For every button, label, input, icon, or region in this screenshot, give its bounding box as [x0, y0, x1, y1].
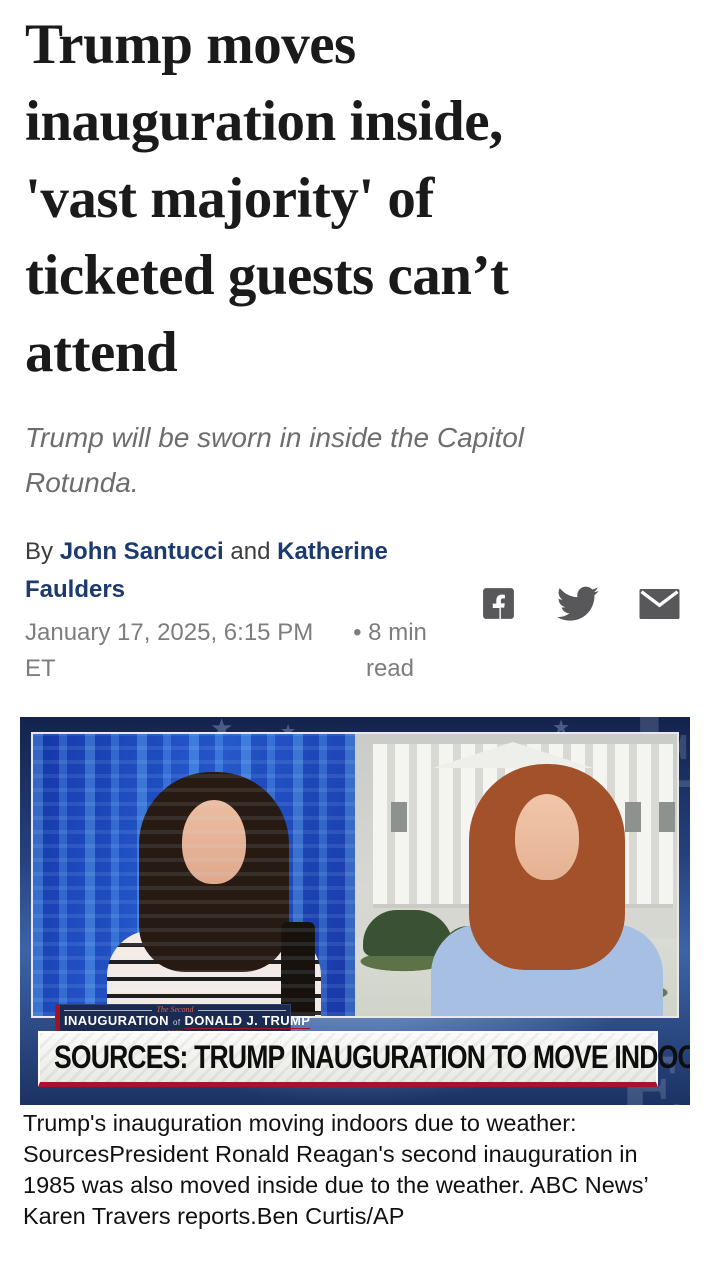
window — [625, 802, 641, 832]
anchor-face — [182, 800, 246, 884]
publish-date: January 17, 2025, 6:15 PM ET — [25, 619, 314, 682]
author-link-john-santucci[interactable]: John Santucci — [59, 538, 224, 565]
video-caption: Trump's inauguration moving indoors due … — [23, 1110, 648, 1229]
banner-title-left: INAUGURATION — [64, 1013, 169, 1028]
anchor-hair — [139, 772, 289, 972]
video-thumbnail[interactable]: ★ ★ ★ ★ ★ E E — [20, 717, 690, 1105]
split-screen — [31, 732, 679, 1018]
byline-conjunction: and — [223, 538, 278, 565]
share-toolbar — [480, 585, 680, 622]
window — [391, 802, 407, 832]
email-share-button[interactable] — [639, 588, 680, 622]
chyron-banner: SOURCES: TRUMP INAUGURATION TO MOVE INDO… — [38, 1031, 690, 1087]
read-time: • 8 min read — [353, 619, 427, 682]
byline-row: By John Santucci and Katherine Faulders … — [25, 533, 687, 687]
banner-subtitle: The Second — [156, 1005, 194, 1014]
facebook-share-button[interactable] — [480, 585, 517, 622]
reporter-face — [515, 794, 579, 880]
banner-title-right: DONALD J. TRUMP — [184, 1013, 311, 1029]
banner-title-of: of — [172, 1018, 181, 1027]
facebook-icon — [480, 588, 517, 625]
banner-rule — [197, 1009, 287, 1011]
chair — [281, 922, 315, 1016]
subheadline: Trump will be sworn in inside the Capito… — [25, 422, 525, 498]
twitter-icon — [556, 586, 599, 625]
twitter-share-button[interactable] — [556, 586, 599, 625]
dateline: January 17, 2025, 6:15 PM ET • 8 min rea… — [25, 615, 455, 687]
email-icon — [639, 588, 680, 622]
studio-anchor-panel — [33, 734, 355, 1016]
reporter-panel — [355, 734, 677, 1016]
window — [659, 802, 675, 832]
headline: Trump moves inauguration inside, 'vast m… — [25, 13, 509, 384]
banner-title: INAUGURATION of DONALD J. TRUMP — [64, 1013, 311, 1030]
reporter-figure — [431, 764, 663, 1016]
striped-shirt — [107, 930, 321, 1016]
anchor-figure — [107, 772, 321, 1016]
byline-prefix: By — [25, 538, 60, 565]
banner-top-row: The Second — [64, 1005, 287, 1014]
author-link-katherine-faulders[interactable]: Katherine Faulders — [25, 538, 388, 603]
chyron-headline: SOURCES: TRUMP INAUGURATION TO MOVE INDO… — [54, 1039, 690, 1075]
byline: By John Santucci and Katherine Faulders — [25, 533, 435, 609]
banner-rule — [64, 1009, 153, 1011]
